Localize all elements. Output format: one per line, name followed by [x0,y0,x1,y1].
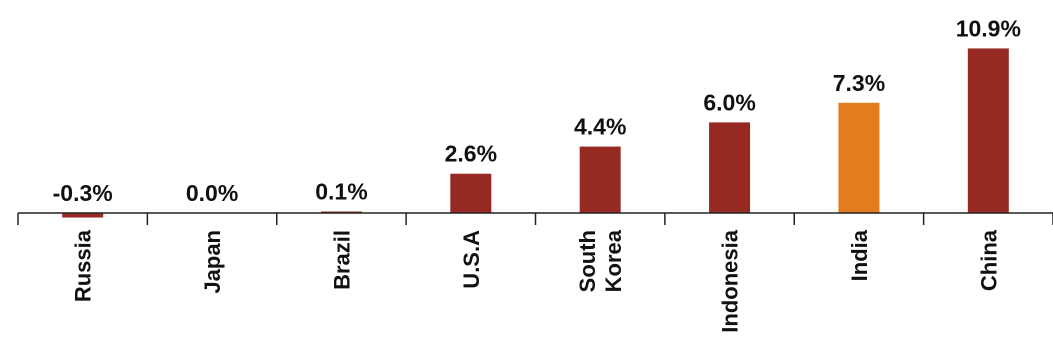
value-label: 0.1% [315,178,367,204]
bar-indonesia [709,122,751,213]
value-label: 0.0% [186,180,238,206]
value-label: -0.3% [53,180,113,206]
category-label: Japan [200,230,225,294]
category-label-line: South [575,230,600,292]
category-label-line: Korea [601,229,626,292]
value-label: 4.4% [574,114,626,140]
bar-india [838,102,880,213]
bar-russia [62,213,104,218]
bar-u-s-a [450,173,492,213]
category-label-line: Japan [200,230,225,294]
category-label: U.S.A [459,230,484,289]
category-label: India [847,229,872,281]
bars-group [62,48,1009,218]
category-label-line: Indonesia [718,229,743,332]
category-label: South Korea [575,229,626,292]
category-label-line: China [976,229,1001,291]
category-label: China [976,229,1001,291]
category-label: Indonesia [718,229,743,332]
category-label-line: Russia [71,229,96,302]
category-label: Brazil [329,230,354,290]
value-label: 7.3% [833,70,885,96]
value-labels-group: -0.3% 0.0% 0.1% 2.6% 4.4% 6.0% 7.3% 10.9% [53,15,1021,206]
category-label: Russia [71,229,96,302]
bar-south-korea [579,146,621,213]
value-label: 10.9% [956,15,1021,41]
category-labels-group: Russia Japan Brazil U.S.A South Korea Indonesi… [71,229,1002,332]
category-label-line: India [847,229,872,281]
bar-china [967,48,1009,213]
value-label: 6.0% [703,89,755,115]
x-axis-ticks-group [17,213,1053,225]
category-label-line: Brazil [329,230,354,290]
category-label-line: U.S.A [459,230,484,289]
value-label: 2.6% [445,141,497,167]
bar-brazil [320,211,362,213]
